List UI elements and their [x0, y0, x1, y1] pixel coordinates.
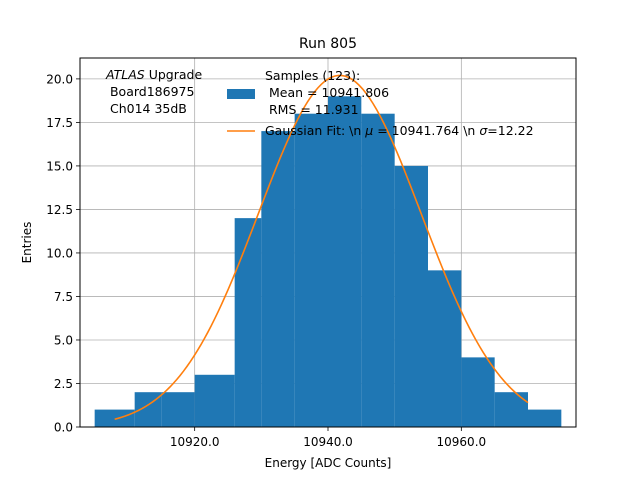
histogram-bar: [261, 131, 295, 428]
histogram-bar: [161, 392, 195, 427]
histogram-bar: [94, 409, 135, 427]
annotation-atlas: ATLAS: [105, 67, 145, 82]
histogram-bar: [528, 409, 562, 427]
legend-fit-middle: = 10941.764 \n: [373, 123, 479, 138]
histogram-bar: [428, 270, 462, 427]
histogram-bar: [461, 357, 495, 427]
legend-histogram-swatch: [227, 89, 255, 99]
x-tick-label: 10940.0: [303, 435, 353, 449]
y-tick-label: 12.5: [46, 203, 73, 217]
legend-histogram-line-2: Mean = 10941.806: [265, 85, 389, 100]
y-tick-label: 2.5: [54, 377, 73, 391]
y-tick-label: 20.0: [46, 72, 73, 86]
x-tick-label: 10920.0: [170, 435, 220, 449]
histogram-bar: [361, 113, 395, 427]
y-tick-label: 15.0: [46, 159, 73, 173]
legend-fit-sigma: σ: [479, 123, 488, 138]
y-axis: 0.0 2.5 5.0 7.5 10.0 12.5 15.0 17.5 20.0: [46, 72, 80, 435]
x-axis-label: Energy [ADC Counts]: [265, 456, 392, 470]
y-tick-label: 17.5: [46, 116, 73, 130]
histogram-bars: [94, 96, 562, 428]
histogram-bar: [328, 96, 362, 427]
legend-fit-prefix: Gaussian Fit: \n: [265, 123, 365, 138]
gaussian-fit-line: [114, 74, 529, 421]
legend-fit-suffix: =12.22: [487, 123, 533, 138]
y-tick-label: 5.0: [54, 333, 73, 347]
legend-histogram-line-3: RMS = 11.931: [265, 102, 359, 117]
histogram-bar: [294, 113, 328, 427]
legend-fit-label: Gaussian Fit: \n μ = 10941.764 \n σ=12.2…: [265, 123, 534, 138]
annotation-line-3: Ch014 35dB: [106, 101, 187, 116]
legend: Samples (123): Mean = 10941.806 RMS = 11…: [227, 68, 534, 138]
annotation-upgrade: Upgrade: [145, 67, 203, 82]
histogram-bar: [194, 374, 235, 427]
y-axis-label: Entries: [20, 222, 34, 264]
legend-histogram-line-1: Samples (123):: [265, 68, 360, 83]
annotation: ATLAS Upgrade Board186975 Ch014 35dB: [105, 67, 202, 116]
y-tick-label: 7.5: [54, 290, 73, 304]
histogram-bar: [234, 218, 262, 427]
x-axis: 10920.0 10940.0 10960.0: [170, 427, 486, 449]
annotation-line-1: ATLAS Upgrade: [105, 67, 202, 82]
histogram-bar: [394, 165, 428, 427]
histogram-bar: [494, 392, 528, 427]
y-tick-label: 10.0: [46, 246, 73, 260]
chart-title: Run 805: [299, 36, 357, 52]
y-tick-label: 0.0: [54, 421, 73, 435]
annotation-line-2: Board186975: [106, 84, 194, 99]
legend-fit-mu: μ: [364, 123, 373, 138]
x-tick-label: 10960.0: [437, 435, 487, 449]
